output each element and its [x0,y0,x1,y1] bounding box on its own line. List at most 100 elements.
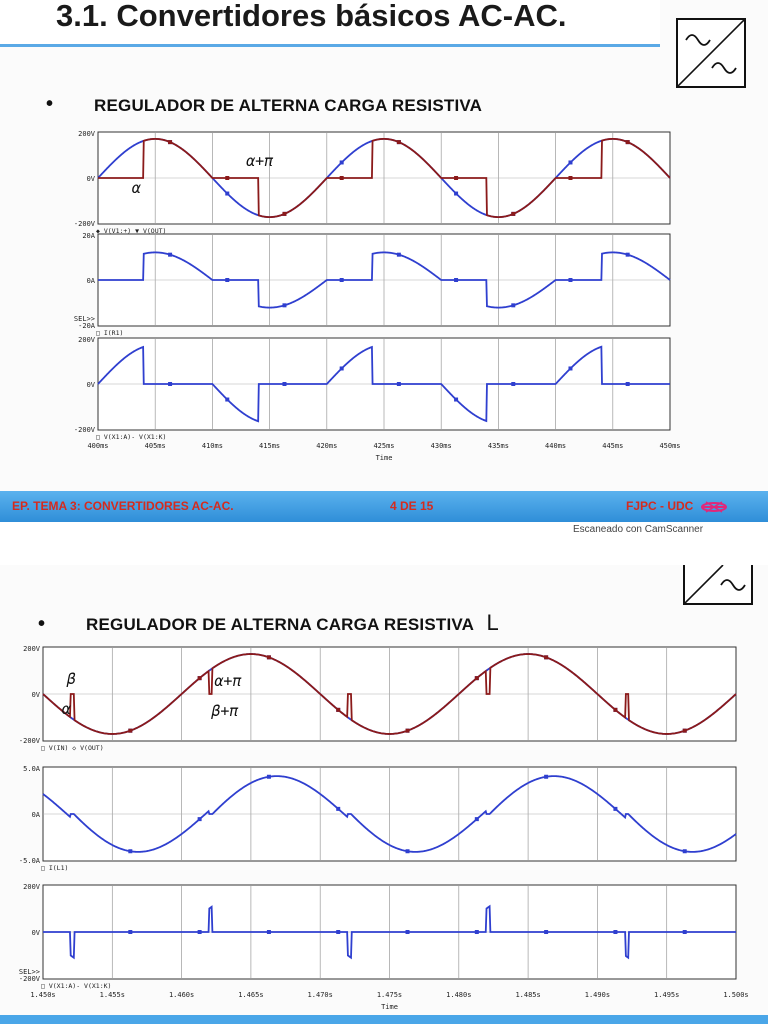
series-marker [336,707,341,712]
y-tick-label: 200V [78,336,96,344]
series-marker [336,930,341,934]
x-axis: 400ms 405ms 410ms 415ms 420ms 425ms 430ms 435ms… [87,442,680,462]
series-marker [396,382,401,386]
y-tick-label: -200V [19,737,41,745]
x-tick-label: 1.455s [100,991,125,999]
series-marker [454,191,459,196]
series-marker [454,397,459,402]
y-tick-label: -200V [74,220,96,228]
series-marker [613,806,618,811]
angle-annotation: α+π [246,152,273,170]
section-heading: REGULADOR DE ALTERNA CARGA RESISTIVA L [86,610,499,636]
x-tick-label: 405ms [145,442,166,450]
series-marker [682,728,687,733]
ac-ac-converter-symbol-icon [676,18,746,88]
y-tick-label: 200V [23,883,41,891]
series-marker [128,849,133,854]
y-tick-label: 200V [23,645,41,653]
footer-bar: EP. TEMA 3: CONVERTIDORES AC-AC. 4 DE 15… [0,491,768,522]
series-marker [197,817,202,822]
angle-annotation: β+π [210,702,238,720]
y-tick-label: 0A [32,811,41,819]
series-marker [225,191,230,196]
x-tick-label: 435ms [488,442,509,450]
series-marker [544,930,549,934]
slide-page-2: • REGULADOR DE ALTERNA CARGA RESISTIVA L… [0,564,768,1024]
x-axis: 1.450s 1.455s 1.460s 1.465s 1.470s 1.475s 1.48… [30,991,748,1011]
series-marker [568,160,573,165]
slide-page-1: 3.1. Convertidores básicos AC-AC. • REGU… [0,0,768,522]
x-tick-label: 1.465s [238,991,263,999]
series-marker [168,252,173,257]
series-line-v-out- [98,137,671,219]
scan-watermark: Escaneado con CamScanner [573,524,704,535]
sel-label: SEL>> [19,968,40,976]
angle-annotation: α [62,700,72,718]
panel-legend: □ I(R1) [96,329,123,337]
series-marker [511,303,516,308]
series-marker [339,160,344,165]
series-marker [197,930,202,934]
x-tick-label: 1.490s [585,991,610,999]
angle-annotation: α+π [214,672,241,690]
series-marker [128,930,133,934]
y-tick-label: 0V [32,929,41,937]
plot-panel-1: 200V 0V -200V◆ V(V1:+) ▼ V(OUT) α α+π [74,130,671,235]
series-line-v-out- [42,653,737,735]
series-marker [266,655,271,660]
series-line-i-l1- [42,775,737,853]
footer-author-label: FJPC - UDC [626,499,694,513]
series-marker [266,930,271,934]
series-marker [405,849,410,854]
x-tick-label: 450ms [659,442,680,450]
series-marker [454,176,459,180]
series-marker [168,140,173,145]
slide-title: 3.1. Convertidores básicos AC-AC. [56,0,567,33]
series-marker [225,176,230,180]
series-marker [568,366,573,371]
x-axis-label: Time [376,454,393,462]
series-marker [339,278,344,282]
footer-bar-partial [0,1015,768,1024]
series-marker [474,930,479,934]
x-tick-label: 425ms [373,442,394,450]
x-tick-label: 1.475s [377,991,402,999]
plot-panel-1: 200V 0V -200V□ V(IN) ◇ V(OUT) αβ α+π β+π [19,645,737,752]
university-logo-icon [700,501,727,513]
series-marker [511,211,516,216]
series-marker [682,849,687,854]
inductor-symbol: L [486,610,499,635]
ac-ac-converter-symbol-icon [683,564,753,605]
panel-legend: ◆ V(V1:+) ▼ V(OUT) [96,227,166,235]
series-marker [266,774,271,779]
series-marker [613,707,618,712]
series-marker [225,278,230,282]
y-tick-label: 0V [32,691,41,699]
series-marker [339,366,344,371]
series-marker [625,140,630,145]
series-marker [474,817,479,822]
series-marker [336,806,341,811]
bullet: • [46,93,54,115]
bullet: • [38,613,46,635]
series-marker [454,278,459,282]
x-tick-label: 430ms [431,442,452,450]
y-tick-label: -5.0A [19,857,41,865]
x-tick-label: 1.480s [446,991,471,999]
x-tick-label: 420ms [316,442,337,450]
panel-legend: □ V(X1:A)- V(X1:K) [41,982,111,990]
series-marker [405,728,410,733]
y-tick-label: 0A [87,277,96,285]
sel-label: SEL>> [74,315,95,323]
series-marker [474,676,479,681]
series-marker [282,303,287,308]
y-tick-label: -20A [78,322,96,330]
y-tick-label: 20A [82,232,95,240]
title-band: 3.1. Convertidores básicos AC-AC. [0,0,660,47]
series-marker [225,397,230,402]
series-line-v-x1-a-v-x1-k- [97,345,670,423]
series-marker [168,382,173,386]
